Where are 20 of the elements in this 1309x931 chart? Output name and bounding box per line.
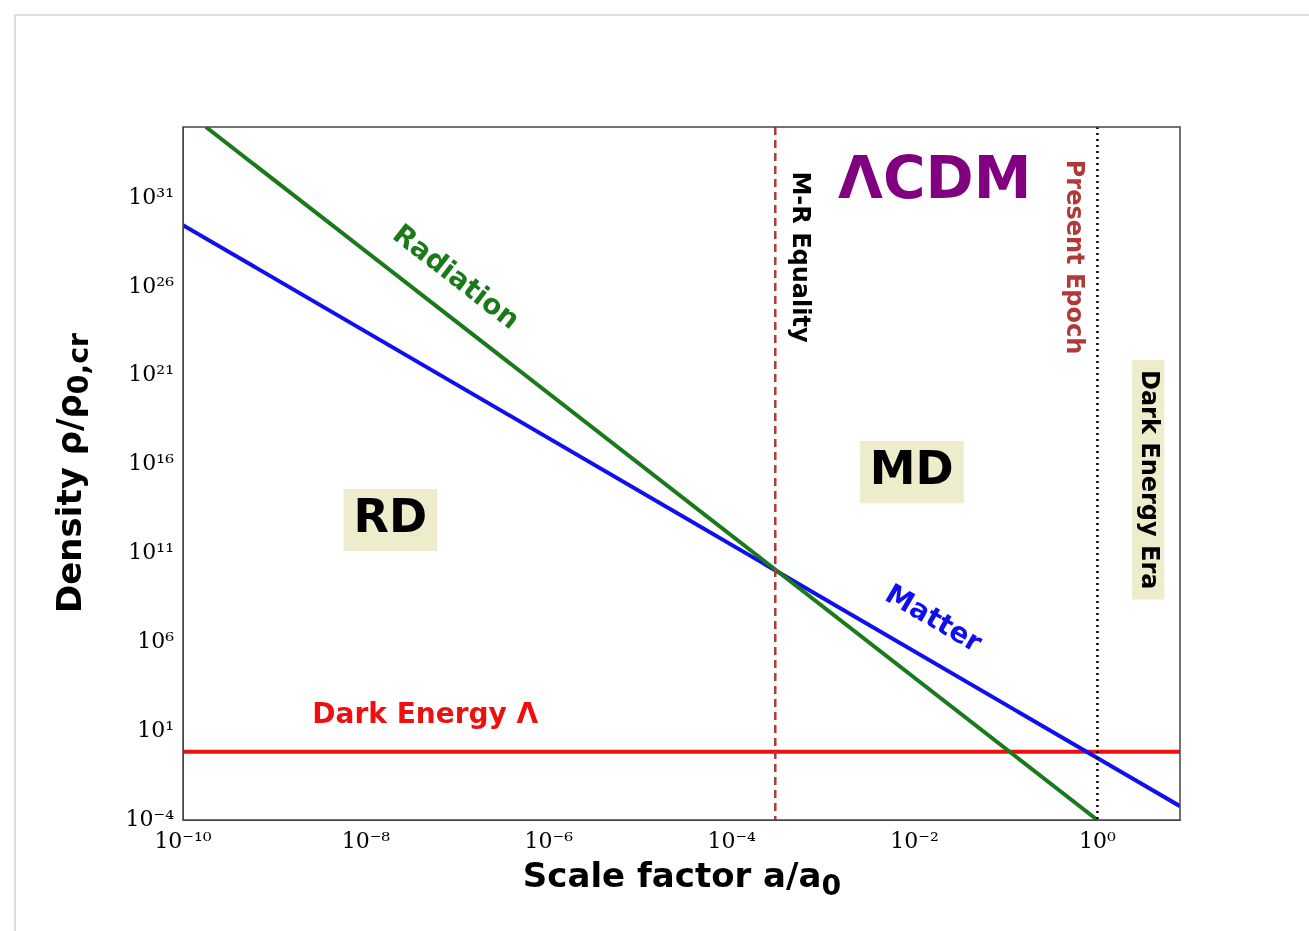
x-tick-label: 10⁻⁸ — [341, 827, 391, 853]
x-tick-label: 10⁻⁶ — [524, 827, 574, 853]
y-tick-label: 10¹ — [137, 716, 174, 742]
y-tick-label: 10²¹ — [128, 361, 174, 387]
x-axis-title: Scale factor a/a$_{0}$ — [522, 855, 842, 902]
y-tick-label: 10⁶ — [137, 628, 175, 654]
annotation: MD — [869, 441, 954, 496]
x-tick-label: 10⁰ — [1079, 827, 1116, 853]
y-tick-label: 10³¹ — [128, 183, 174, 209]
annotation: Dark Energy Era — [1135, 370, 1164, 590]
annotation: Dark Energy Λ — [312, 697, 539, 731]
annotation: RD — [353, 488, 428, 543]
x-tick-label: 10⁻⁴ — [707, 827, 757, 853]
ref-line-label: Present Epoch — [1061, 159, 1090, 355]
y-tick-label: 10²⁶ — [128, 272, 175, 298]
ref-line-label: M-R Equality — [787, 171, 816, 343]
y-tick-label: 10¹⁶ — [128, 450, 175, 476]
annotation: ΛCDM — [838, 144, 1032, 213]
x-tick-label: 10⁻² — [890, 827, 939, 853]
y-tick-label: 10¹¹ — [128, 539, 174, 565]
